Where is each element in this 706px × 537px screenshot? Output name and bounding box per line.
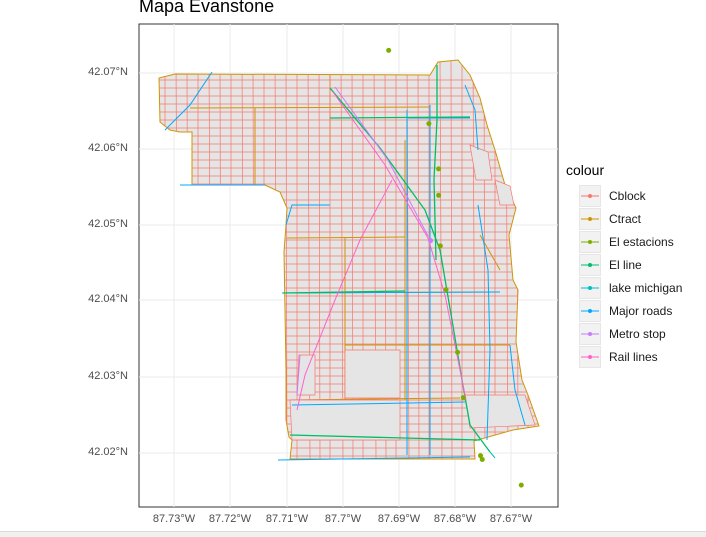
legend-label: Major roads — [609, 303, 673, 318]
legend-item: Cblock — [566, 184, 682, 207]
el-station-point — [455, 349, 461, 355]
el-station-point — [460, 395, 466, 401]
y-tick-label: 42.04°N — [88, 293, 128, 305]
legend-label: Ctract — [609, 211, 642, 226]
legend: colour Cblock Ctract El estacions El line la… — [566, 162, 682, 368]
legend-title: colour — [566, 162, 605, 178]
el-station-point — [437, 243, 443, 249]
x-tick-label: 87.7°W — [324, 513, 362, 525]
metro-lines — [296, 86, 429, 396]
open-areas — [289, 144, 536, 441]
y-tick-label: 42.07°N — [88, 66, 128, 78]
y-tick-label: 42.06°N — [88, 142, 128, 154]
rail-lines — [296, 91, 467, 411]
metro-stop-point — [428, 238, 434, 244]
legend-label: El estacions — [609, 234, 674, 249]
legend-key — [579, 207, 601, 230]
legend-key — [579, 345, 601, 368]
y-tick-label: 42.05°N — [88, 218, 128, 230]
legend-key — [579, 322, 601, 345]
window-bottom-bar — [0, 531, 706, 537]
el-station-point — [479, 456, 485, 462]
legend-key — [579, 253, 601, 276]
el-stations — [386, 47, 524, 488]
legend-item: Metro stop — [566, 322, 682, 345]
legend-items: Cblock Ctract El estacions El line lake mich… — [566, 184, 682, 368]
legend-item: Major roads — [566, 299, 682, 322]
legend-label: Rail lines — [609, 349, 658, 364]
legend-label: Metro stop — [609, 326, 666, 341]
legend-item: Ctract — [566, 207, 682, 230]
el-line — [282, 65, 491, 453]
y-tick-label: 42.03°N — [88, 370, 128, 382]
legend-key — [579, 184, 601, 207]
legend-key — [579, 276, 601, 299]
legend-item: El line — [566, 253, 682, 276]
x-tick-label: 87.72°W — [208, 513, 252, 525]
x-tick-label: 87.69°W — [377, 513, 421, 525]
x-tick-label: 87.67°W — [489, 513, 533, 525]
x-tick-label: 87.73°W — [152, 513, 196, 525]
legend-key — [579, 230, 601, 253]
el-station-point — [436, 166, 442, 172]
legend-item: Rail lines — [566, 345, 682, 368]
y-tick-label: 42.02°N — [88, 446, 128, 458]
el-station-point — [386, 47, 392, 53]
el-station-point — [426, 121, 432, 127]
el-station-point — [518, 482, 524, 488]
legend-item: El estacions — [566, 230, 682, 253]
chart-title: Mapa Evanstone — [139, 0, 275, 16]
legend-key — [579, 299, 601, 322]
legend-item: lake michigan — [566, 276, 682, 299]
el-station-point — [478, 453, 484, 459]
metro-stops — [428, 238, 434, 244]
legend-label: El line — [609, 257, 642, 272]
x-tick-label: 87.68°W — [433, 513, 477, 525]
x-tick-label: 87.71°W — [265, 513, 309, 525]
legend-label: lake michigan — [609, 280, 683, 295]
el-station-point — [436, 192, 442, 198]
legend-label: Cblock — [609, 188, 646, 203]
lake-michigan-line — [489, 451, 496, 459]
el-station-point — [443, 287, 449, 293]
